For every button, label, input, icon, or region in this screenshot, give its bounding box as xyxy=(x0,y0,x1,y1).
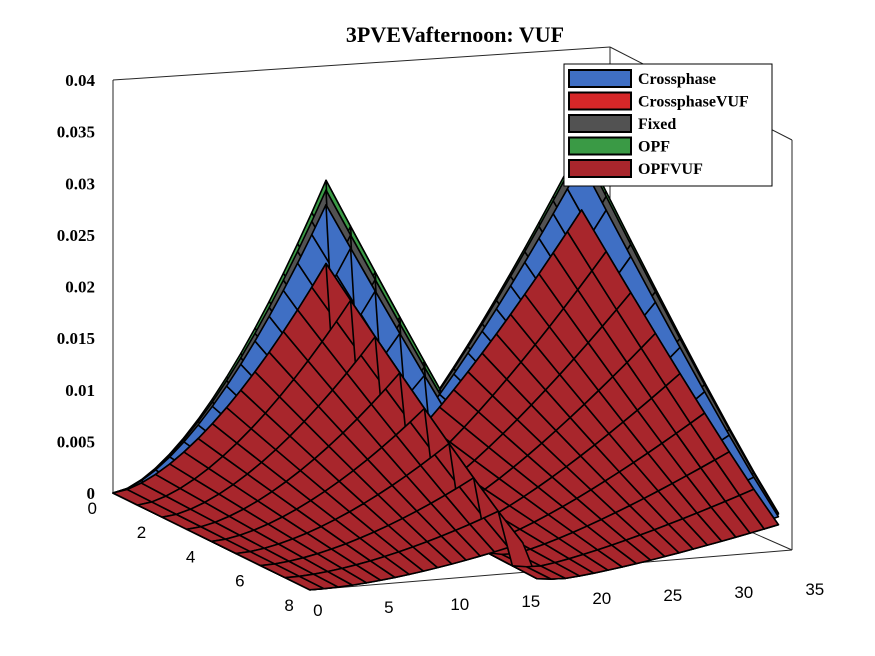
legend-swatch xyxy=(568,114,632,133)
chart-title: 3PVEVafternoon: VUF xyxy=(346,22,564,47)
z-tick-label: 0.03 xyxy=(65,174,95,193)
x-tick-label: 10 xyxy=(450,595,469,614)
z-tick-label: 0.04 xyxy=(65,71,95,90)
legend-swatch xyxy=(568,69,632,88)
z-tick-label: 0.025 xyxy=(57,226,95,245)
surface-opfvuf xyxy=(112,209,780,591)
legend-label: OPF xyxy=(638,139,670,156)
legend-label: Crossphase xyxy=(638,71,716,88)
legend-swatch xyxy=(568,159,632,178)
surface-plot xyxy=(112,142,780,591)
x-tick-label: 25 xyxy=(663,586,682,605)
z-tick-label: 0.035 xyxy=(57,123,95,142)
legend-label: OPFVUF xyxy=(638,161,703,178)
z-tick-label: 0.01 xyxy=(65,381,95,400)
legend-swatch xyxy=(568,136,632,156)
x-tick-label: 0 xyxy=(313,601,322,620)
surface-patch xyxy=(738,488,780,530)
legend-label: CrossphaseVUF xyxy=(638,94,749,111)
y-axis-ticks: 0 2 4 6 8 xyxy=(88,499,294,615)
z-tick-label: 0.015 xyxy=(57,329,95,348)
x-tick-label: 20 xyxy=(592,589,611,608)
legend: Crossphase CrossphaseVUF Fixed OPF OPFVUF xyxy=(563,63,773,187)
z-axis-ticks: 0 0.005 0.01 0.015 0.02 0.025 0.03 0.035 0.04 xyxy=(57,71,96,503)
x-tick-label: 30 xyxy=(734,583,753,602)
x-axis-ticks: 0 5 10 15 20 25 30 35 xyxy=(313,580,824,620)
z-tick-label: 0 xyxy=(87,484,96,503)
legend-label: Fixed xyxy=(638,116,676,133)
x-tick-label: 5 xyxy=(384,598,393,617)
y-tick-label: 8 xyxy=(284,596,293,615)
z-tick-label: 0.005 xyxy=(57,432,95,451)
z-tick-label: 0.02 xyxy=(65,278,95,297)
legend-swatch xyxy=(568,91,632,111)
x-tick-label: 35 xyxy=(805,580,824,599)
y-tick-label: 2 xyxy=(137,523,146,542)
y-tick-label: 4 xyxy=(186,547,195,566)
x-tick-label: 15 xyxy=(521,592,540,611)
y-tick-label: 6 xyxy=(235,572,244,591)
y-tick-label: 0 xyxy=(88,499,97,518)
